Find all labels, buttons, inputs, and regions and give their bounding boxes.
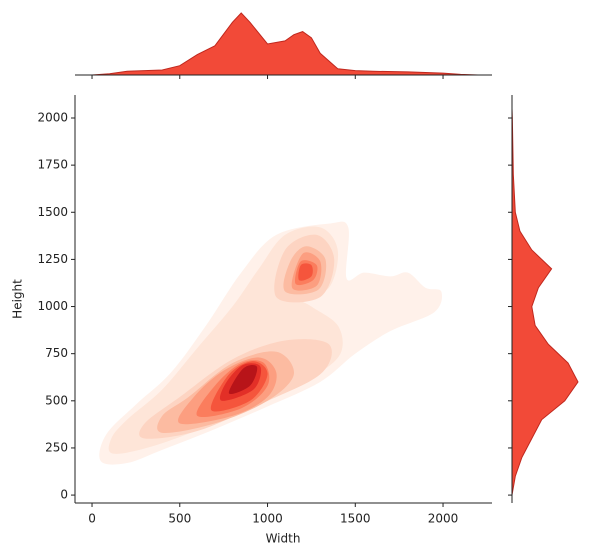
y-tick-label: 2000 bbox=[37, 111, 68, 125]
y-tick-label: 0 bbox=[60, 488, 68, 502]
x-tick-label: 500 bbox=[168, 512, 191, 526]
y-tick-label: 500 bbox=[45, 393, 68, 407]
x-tick-label: 1500 bbox=[340, 512, 371, 526]
x-tick-label: 1000 bbox=[252, 512, 283, 526]
y-tick-label: 1500 bbox=[37, 205, 68, 219]
y-tick-label: 1000 bbox=[37, 299, 68, 313]
y-axis-label: Height bbox=[11, 279, 25, 319]
marginal-x-density bbox=[91, 12, 479, 76]
x-axis-label: Width bbox=[266, 532, 301, 546]
x-tick-label: 2000 bbox=[428, 512, 459, 526]
x-tick-label: 0 bbox=[88, 512, 96, 526]
y-tick-label: 1750 bbox=[37, 158, 68, 172]
y-tick-label: 750 bbox=[45, 346, 68, 360]
density-contour bbox=[228, 365, 258, 395]
y-tick-label: 1250 bbox=[37, 252, 68, 266]
y-tick-label: 250 bbox=[45, 440, 68, 454]
density-contour bbox=[298, 263, 313, 281]
marginal-y-density bbox=[511, 108, 579, 496]
